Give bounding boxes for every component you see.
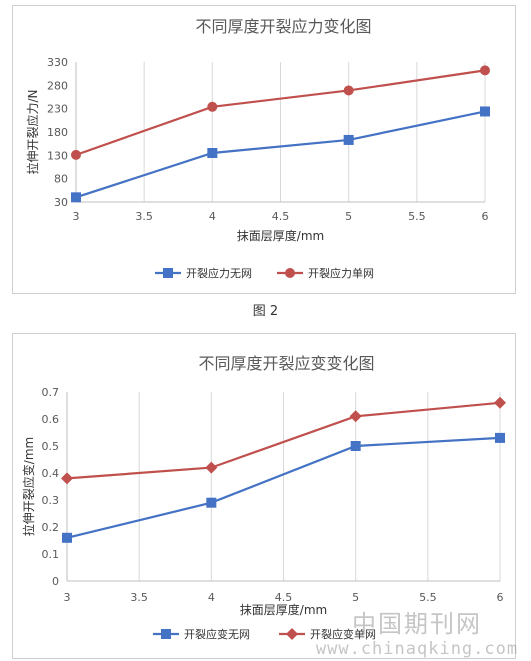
series-2-marker	[349, 410, 362, 423]
series-1-marker	[207, 148, 218, 158]
x-tick-label: 4	[208, 591, 215, 604]
legend-swatch-marker	[286, 628, 298, 640]
y-tick-label: 230	[47, 103, 68, 116]
series-1-marker	[71, 192, 81, 203]
x-tick-label: 4	[209, 210, 216, 223]
y-tick-label: 0	[52, 575, 59, 588]
y-tick-label: 0.7	[42, 386, 60, 399]
x-tick-label: 5	[352, 591, 359, 604]
y-tick-label: 330	[47, 56, 68, 69]
x-tick-label: 6	[482, 210, 489, 223]
series-2-marker	[343, 85, 354, 96]
x-tick-label: 5	[345, 210, 352, 223]
y-tick-label: 30	[54, 196, 68, 209]
x-tick-label: 3.5	[135, 210, 153, 223]
y-tick-label: 0.2	[42, 521, 60, 534]
legend-label: 开裂应力无网	[186, 266, 252, 280]
chart-title: 不同厚度开裂应力变化图	[195, 17, 371, 36]
series-1-marker	[480, 106, 490, 117]
legend-label: 开裂应变无网	[184, 627, 250, 641]
y-tick-label: 280	[47, 79, 68, 92]
y-tick-label: 0.5	[42, 440, 60, 453]
y-tick-label: 0.3	[42, 494, 60, 507]
x-tick-label: 5.5	[408, 210, 426, 223]
series-line-2	[75, 69, 486, 156]
x-axis-label: 抹面层厚度/mm	[240, 602, 327, 617]
series-2-marker	[205, 461, 218, 474]
series-line-1	[66, 436, 501, 539]
x-tick-label: 5.5	[419, 591, 437, 604]
x-tick-label: 3.5	[130, 591, 148, 604]
x-tick-label: 3	[64, 591, 71, 604]
series-line-1	[75, 110, 486, 199]
series-2-marker	[71, 149, 81, 160]
y-tick-label: 180	[47, 126, 68, 139]
chart-title: 不同厚度开裂应变变化图	[198, 354, 374, 373]
figure-caption: 图 2	[252, 304, 279, 319]
x-tick-label: 4.5	[272, 210, 290, 223]
series-2-marker	[61, 472, 73, 485]
series-1-marker	[206, 497, 217, 508]
crack-stress-chart: 不同厚度开裂应力变化图 30 80 130 180 230 280 330 3 3.5 4 4.5 5 5…	[12, 5, 516, 294]
x-tick-label: 3	[73, 210, 80, 223]
legend-swatch-marker	[163, 268, 173, 278]
x-axis-label: 抹面层厚度/mm	[237, 228, 324, 243]
legend-swatch-marker	[285, 268, 295, 278]
y-tick-label: 80	[54, 173, 68, 186]
crack-strain-chart: 不同厚度开裂应变变化图 0 0.1 0.2 0.3 0.4 0.5 0.6 0.7 3 3.5 4 4.…	[12, 333, 516, 659]
crack-stress-chart-svg: 不同厚度开裂应力变化图 30 80 130 180 230 280 330 3 3.5 4 4.5 5 5…	[25, 17, 490, 280]
legend-label: 开裂应力单网	[308, 266, 374, 280]
series-line-2	[66, 401, 501, 480]
y-tick-label: 0.4	[42, 467, 60, 480]
legend-swatch-marker	[161, 629, 171, 639]
y-tick-label: 130	[47, 149, 68, 162]
y-tick-label: 0.1	[42, 548, 60, 561]
series-2-marker	[494, 396, 506, 409]
series-1-marker	[62, 532, 72, 543]
series-1-marker	[350, 441, 361, 451]
series-1-marker	[343, 134, 354, 145]
y-axis-label: 拉伸开裂应力/N	[25, 89, 40, 174]
legend-label: 开裂应变单网	[310, 627, 376, 641]
series-2-marker	[480, 65, 490, 76]
x-tick-label: 6	[497, 591, 504, 604]
crack-strain-chart-svg: 不同厚度开裂应变变化图 0 0.1 0.2 0.3 0.4 0.5 0.6 0.7 3 3.5 4 4.…	[21, 354, 506, 641]
series-2-marker	[207, 101, 218, 112]
series-1-marker	[495, 432, 505, 443]
y-tick-label: 0.6	[42, 413, 60, 426]
y-axis-label: 拉伸开裂应变/mm	[21, 437, 36, 536]
x-tick-label: 4.5	[275, 591, 293, 604]
